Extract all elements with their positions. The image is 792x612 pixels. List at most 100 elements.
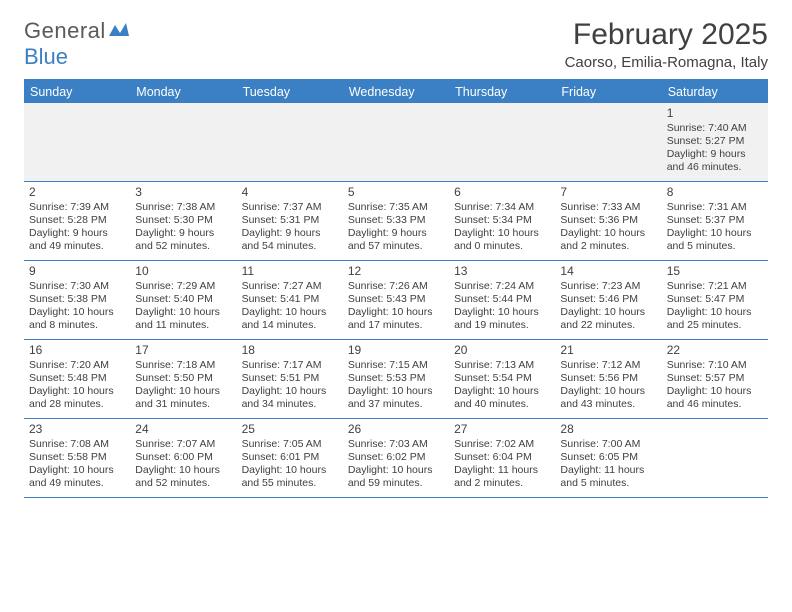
sunset-text: Sunset: 5:36 PM [560,214,656,227]
daylight-text: and 17 minutes. [348,319,444,332]
sunrise-text: Sunrise: 7:39 AM [29,201,125,214]
sunrise-text: Sunrise: 7:40 AM [667,122,763,135]
day-number: 27 [454,422,550,437]
daylight-text: Daylight: 10 hours [348,385,444,398]
dow-monday: Monday [130,81,236,103]
day-cell: 10Sunrise: 7:29 AMSunset: 5:40 PMDayligh… [130,261,236,339]
weeks-container: 1Sunrise: 7:40 AMSunset: 5:27 PMDaylight… [24,103,768,498]
week-row: 9Sunrise: 7:30 AMSunset: 5:38 PMDaylight… [24,261,768,340]
day-cell: 3Sunrise: 7:38 AMSunset: 5:30 PMDaylight… [130,182,236,260]
day-number: 22 [667,343,763,358]
sunrise-text: Sunrise: 7:08 AM [29,438,125,451]
sunset-text: Sunset: 6:01 PM [242,451,338,464]
day-number: 16 [29,343,125,358]
day-cell: 26Sunrise: 7:03 AMSunset: 6:02 PMDayligh… [343,419,449,497]
sunset-text: Sunset: 5:48 PM [29,372,125,385]
day-cell: 22Sunrise: 7:10 AMSunset: 5:57 PMDayligh… [662,340,768,418]
day-cell: 15Sunrise: 7:21 AMSunset: 5:47 PMDayligh… [662,261,768,339]
daylight-text: and 5 minutes. [667,240,763,253]
daylight-text: and 57 minutes. [348,240,444,253]
sunrise-text: Sunrise: 7:37 AM [242,201,338,214]
day-number: 6 [454,185,550,200]
daylight-text: and 37 minutes. [348,398,444,411]
day-cell: 20Sunrise: 7:13 AMSunset: 5:54 PMDayligh… [449,340,555,418]
daylight-text: Daylight: 10 hours [29,464,125,477]
daylight-text: and 28 minutes. [29,398,125,411]
daylight-text: Daylight: 10 hours [667,385,763,398]
sunrise-text: Sunrise: 7:27 AM [242,280,338,293]
sunset-text: Sunset: 5:37 PM [667,214,763,227]
day-cell: 6Sunrise: 7:34 AMSunset: 5:34 PMDaylight… [449,182,555,260]
dow-friday: Friday [555,81,661,103]
daylight-text: and 46 minutes. [667,161,763,174]
sunrise-text: Sunrise: 7:34 AM [454,201,550,214]
sunset-text: Sunset: 5:44 PM [454,293,550,306]
sunrise-text: Sunrise: 7:30 AM [29,280,125,293]
sunset-text: Sunset: 5:34 PM [454,214,550,227]
sunrise-text: Sunrise: 7:18 AM [135,359,231,372]
daylight-text: Daylight: 10 hours [348,306,444,319]
day-cell: 21Sunrise: 7:12 AMSunset: 5:56 PMDayligh… [555,340,661,418]
day-number: 26 [348,422,444,437]
daylight-text: Daylight: 10 hours [667,306,763,319]
day-number: 5 [348,185,444,200]
day-number: 8 [667,185,763,200]
header: General February 2025 Caorso, Emilia-Rom… [24,18,768,71]
sunrise-text: Sunrise: 7:31 AM [667,201,763,214]
daylight-text: Daylight: 10 hours [135,385,231,398]
day-cell [449,103,555,181]
week-row: 23Sunrise: 7:08 AMSunset: 5:58 PMDayligh… [24,419,768,498]
daylight-text: Daylight: 10 hours [560,385,656,398]
sunset-text: Sunset: 5:47 PM [667,293,763,306]
sunrise-text: Sunrise: 7:12 AM [560,359,656,372]
daylight-text: Daylight: 9 hours [29,227,125,240]
daylight-text: Daylight: 10 hours [454,227,550,240]
daylight-text: Daylight: 10 hours [560,227,656,240]
sunrise-text: Sunrise: 7:35 AM [348,201,444,214]
daylight-text: and 54 minutes. [242,240,338,253]
daylight-text: Daylight: 10 hours [135,464,231,477]
day-number: 12 [348,264,444,279]
day-cell: 7Sunrise: 7:33 AMSunset: 5:36 PMDaylight… [555,182,661,260]
day-number: 10 [135,264,231,279]
daylight-text: Daylight: 11 hours [454,464,550,477]
sunrise-text: Sunrise: 7:26 AM [348,280,444,293]
day-number: 17 [135,343,231,358]
dow-wednesday: Wednesday [343,81,449,103]
dow-thursday: Thursday [449,81,555,103]
daylight-text: Daylight: 10 hours [348,464,444,477]
day-number: 21 [560,343,656,358]
day-cell: 12Sunrise: 7:26 AMSunset: 5:43 PMDayligh… [343,261,449,339]
sunset-text: Sunset: 5:50 PM [135,372,231,385]
day-cell: 28Sunrise: 7:00 AMSunset: 6:05 PMDayligh… [555,419,661,497]
day-number: 25 [242,422,338,437]
daylight-text: and 0 minutes. [454,240,550,253]
brand-part1: General [24,18,106,44]
day-cell [130,103,236,181]
day-cell: 2Sunrise: 7:39 AMSunset: 5:28 PMDaylight… [24,182,130,260]
calendar: Sunday Monday Tuesday Wednesday Thursday… [24,79,768,498]
day-cell: 18Sunrise: 7:17 AMSunset: 5:51 PMDayligh… [237,340,343,418]
sunrise-text: Sunrise: 7:23 AM [560,280,656,293]
sunset-text: Sunset: 5:41 PM [242,293,338,306]
sunset-text: Sunset: 5:46 PM [560,293,656,306]
day-cell: 16Sunrise: 7:20 AMSunset: 5:48 PMDayligh… [24,340,130,418]
title-block: February 2025 Caorso, Emilia-Romagna, It… [565,18,768,71]
day-cell: 1Sunrise: 7:40 AMSunset: 5:27 PMDaylight… [662,103,768,181]
day-cell: 24Sunrise: 7:07 AMSunset: 6:00 PMDayligh… [130,419,236,497]
sunset-text: Sunset: 5:51 PM [242,372,338,385]
day-cell: 13Sunrise: 7:24 AMSunset: 5:44 PMDayligh… [449,261,555,339]
dow-sunday: Sunday [24,81,130,103]
sunset-text: Sunset: 5:31 PM [242,214,338,227]
daylight-text: Daylight: 10 hours [29,306,125,319]
daylight-text: Daylight: 9 hours [667,148,763,161]
sunrise-text: Sunrise: 7:10 AM [667,359,763,372]
sunset-text: Sunset: 5:58 PM [29,451,125,464]
day-number: 18 [242,343,338,358]
day-cell: 14Sunrise: 7:23 AMSunset: 5:46 PMDayligh… [555,261,661,339]
day-number: 1 [667,106,763,121]
day-cell: 23Sunrise: 7:08 AMSunset: 5:58 PMDayligh… [24,419,130,497]
daylight-text: and 2 minutes. [560,240,656,253]
daylight-text: and 8 minutes. [29,319,125,332]
daylight-text: and 43 minutes. [560,398,656,411]
